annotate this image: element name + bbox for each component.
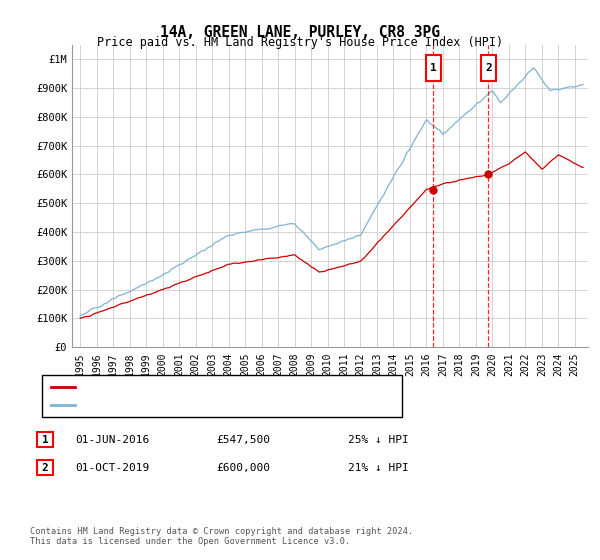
Bar [481,55,496,81]
Text: £600,000: £600,000 [216,463,270,473]
Text: Contains HM Land Registry data © Crown copyright and database right 2024.
This d: Contains HM Land Registry data © Crown c… [30,526,413,546]
Text: 01-JUN-2016: 01-JUN-2016 [75,435,149,445]
Text: HPI: Average price, detached house, Croydon: HPI: Average price, detached house, Croy… [79,400,332,410]
Text: 25% ↓ HPI: 25% ↓ HPI [348,435,409,445]
Text: 1: 1 [41,435,49,445]
Text: £547,500: £547,500 [216,435,270,445]
Text: 14A, GREEN LANE, PURLEY, CR8 3PG (detached house): 14A, GREEN LANE, PURLEY, CR8 3PG (detach… [79,382,367,392]
Text: 2: 2 [41,463,49,473]
Text: 2: 2 [485,63,491,73]
Text: 21% ↓ HPI: 21% ↓ HPI [348,463,409,473]
Text: Price paid vs. HM Land Registry's House Price Index (HPI): Price paid vs. HM Land Registry's House … [97,36,503,49]
Text: 14A, GREEN LANE, PURLEY, CR8 3PG: 14A, GREEN LANE, PURLEY, CR8 3PG [160,25,440,40]
Text: 01-OCT-2019: 01-OCT-2019 [75,463,149,473]
Text: 1: 1 [430,63,437,73]
Bar [426,55,441,81]
